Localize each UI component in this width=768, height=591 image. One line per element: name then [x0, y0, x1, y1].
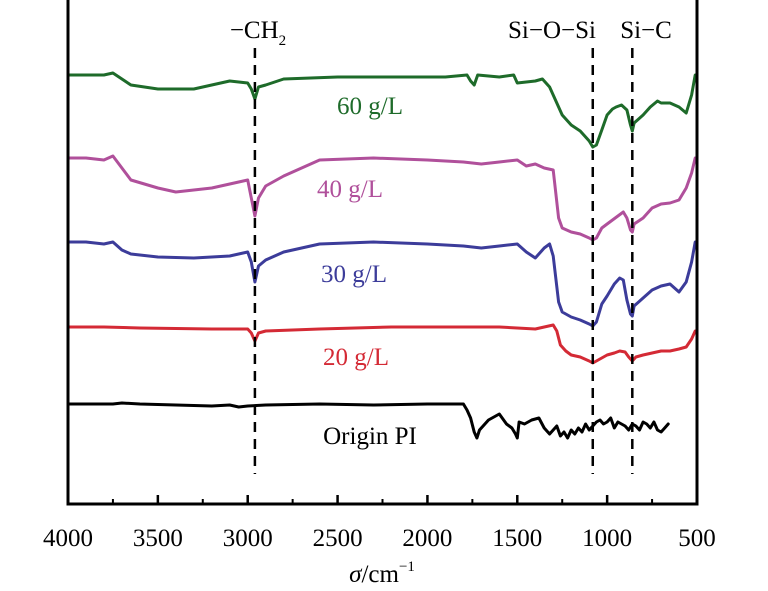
- series-label-40-g-l: 40 g/L: [317, 176, 383, 203]
- x-axis-symbol: σ: [349, 561, 363, 588]
- x-axis-title: σ/cm−1: [349, 559, 415, 588]
- svg-text:σ/cm−1: σ/cm−1: [349, 559, 415, 588]
- peak-label-si-o-si: Si−O−Si: [508, 17, 596, 44]
- x-tick-label: 3500: [133, 525, 183, 552]
- series-layer: [66, 71, 697, 440]
- reference-lines-layer: −CH2 Si−O−Si Si−C: [230, 17, 672, 474]
- x-axis-ticks: 4000 3500 3000 2500 2000 1500 1000 500: [43, 495, 716, 552]
- x-tick-label: 2500: [313, 525, 363, 552]
- series-line-origin-pi: [66, 401, 670, 440]
- x-tick-label: 4000: [43, 525, 93, 552]
- x-tick-label: 2000: [402, 525, 452, 552]
- x-tick-label: 1500: [492, 525, 542, 552]
- series-label-20-g-l: 20 g/L: [323, 344, 389, 371]
- x-tick-label: 3000: [223, 525, 273, 552]
- x-tick-label: 1000: [582, 525, 632, 552]
- peak-label-si-c: Si−C: [620, 17, 672, 44]
- series-label-origin-pi: Origin PI: [323, 423, 417, 450]
- series-labels-layer: 60 g/L 40 g/L 30 g/L 20 g/L Origin PI: [317, 93, 417, 450]
- x-axis-unit: /cm: [361, 561, 399, 588]
- x-tick-label: 500: [678, 525, 716, 552]
- x-axis-unit-exponent: −1: [399, 559, 415, 575]
- series-label-30-g-l: 30 g/L: [321, 261, 387, 288]
- series-label-60-g-l: 60 g/L: [337, 93, 403, 120]
- series-line-60-g-l: [66, 71, 697, 149]
- peak-label-ch-2: −CH2: [230, 17, 286, 49]
- series-line-40-g-l: [66, 154, 697, 242]
